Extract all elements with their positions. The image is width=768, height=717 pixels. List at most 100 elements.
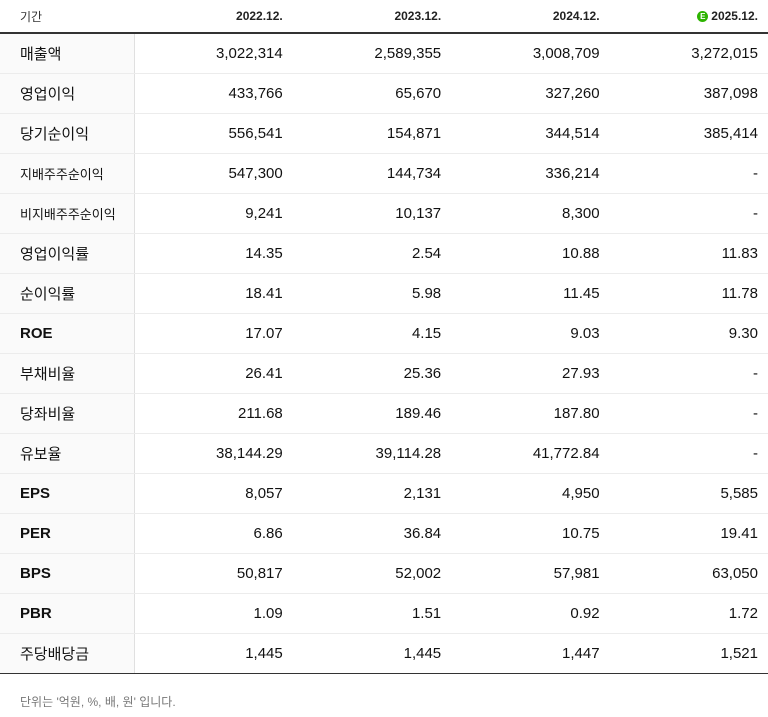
value-cell: 556,541 xyxy=(134,113,293,154)
estimate-icon: E xyxy=(697,11,709,22)
table-row: 주당배당금 1,445 1,445 1,447 1,521 xyxy=(0,633,768,674)
table-row: 순이익률 18.41 5.98 11.45 11.78 xyxy=(0,273,768,314)
value-cell: 1,521 xyxy=(609,633,768,674)
value-cell: 327,260 xyxy=(451,73,610,114)
value-cell: 1.72 xyxy=(609,593,768,634)
table-row: EPS 8,057 2,131 4,950 5,585 xyxy=(0,473,768,514)
value-cell: 50,817 xyxy=(134,553,293,594)
value-cell: 38,144.29 xyxy=(134,433,293,474)
value-cell: 8,300 xyxy=(451,193,610,234)
value-cell: - xyxy=(609,433,768,474)
value-cell: 14.35 xyxy=(134,233,293,274)
row-label: 비지배주주순이익 xyxy=(0,193,135,234)
value-cell: 19.41 xyxy=(609,513,768,554)
value-cell: 41,772.84 xyxy=(451,433,610,474)
value-cell: 344,514 xyxy=(451,113,610,154)
row-label: 당기순이익 xyxy=(0,113,135,154)
value-cell: 3,008,709 xyxy=(451,33,610,74)
row-label: 주당배당금 xyxy=(0,633,135,674)
value-cell: 211.68 xyxy=(134,393,293,434)
row-label: BPS xyxy=(0,553,135,594)
row-label: PBR xyxy=(0,593,135,634)
row-label: 지배주주순이익 xyxy=(0,153,135,194)
value-cell: 154,871 xyxy=(292,113,452,154)
value-cell: 2,131 xyxy=(292,473,452,514)
table-row: 유보율 38,144.29 39,114.28 41,772.84- xyxy=(0,433,768,474)
value-cell: 1,445 xyxy=(134,633,293,674)
financial-table: 기간 2022.12. 2023.12. 2024.12. E 2025.12. … xyxy=(0,0,768,674)
table-row: 지배주주순이익 547,300 144,734 336,214- xyxy=(0,153,768,194)
table-row: 당좌비율 211.68 189.46 187.80- xyxy=(0,393,768,434)
value-cell: 336,214 xyxy=(451,153,610,194)
value-cell: 1.51 xyxy=(292,593,452,634)
row-label: 매출액 xyxy=(0,33,135,74)
value-cell: 36.84 xyxy=(292,513,452,554)
value-cell: 385,414 xyxy=(609,113,768,154)
value-cell: 187.80 xyxy=(451,393,610,434)
value-cell: 26.41 xyxy=(134,353,293,394)
value-cell: 3,022,314 xyxy=(134,33,293,74)
value-cell: 433,766 xyxy=(134,73,293,114)
value-cell: 4.15 xyxy=(292,313,452,354)
row-label: PER xyxy=(0,513,135,554)
value-cell: 11.83 xyxy=(609,233,768,274)
table-row: BPS 50,817 52,002 57,981 63,050 xyxy=(0,553,768,594)
year-header: 2023.12. xyxy=(292,0,452,34)
value-cell: - xyxy=(609,393,768,434)
value-cell: 9,241 xyxy=(134,193,293,234)
row-label: 영업이익률 xyxy=(0,233,135,274)
row-label: ROE xyxy=(0,313,135,354)
value-cell: 6.86 xyxy=(134,513,293,554)
value-cell: 8,057 xyxy=(134,473,293,514)
value-cell: 18.41 xyxy=(134,273,293,314)
value-cell: 3,272,015 xyxy=(609,33,768,74)
value-cell: 10,137 xyxy=(292,193,452,234)
value-cell: 1,445 xyxy=(292,633,452,674)
row-label: 부채비율 xyxy=(0,353,135,394)
value-cell: 11.45 xyxy=(451,273,610,314)
table-row: 당기순이익 556,541 154,871 344,514 385,414 xyxy=(0,113,768,154)
value-cell: 2,589,355 xyxy=(292,33,452,74)
row-label: 영업이익 xyxy=(0,73,135,114)
unit-footnote: 단위는 '억원, %, 배, 원' 입니다. xyxy=(20,695,176,709)
table-row: 영업이익 433,766 65,670 327,260 387,098 xyxy=(0,73,768,114)
row-label: EPS xyxy=(0,473,135,514)
value-cell: - xyxy=(609,153,768,194)
value-cell: 4,950 xyxy=(451,473,610,514)
year-header-estimate: E 2025.12. xyxy=(609,0,768,34)
value-cell: 144,734 xyxy=(292,153,452,194)
year-header: 2024.12. xyxy=(451,0,610,34)
table-row: PER 6.86 36.84 10.75 19.41 xyxy=(0,513,768,554)
value-cell: 25.36 xyxy=(292,353,452,394)
value-cell: 52,002 xyxy=(292,553,452,594)
value-cell: 189.46 xyxy=(292,393,452,434)
row-label: 유보율 xyxy=(0,433,135,474)
value-cell: 547,300 xyxy=(134,153,293,194)
value-cell: 1,447 xyxy=(451,633,610,674)
value-cell: 0.92 xyxy=(451,593,610,634)
table-row: ROE 17.07 4.15 9.03 9.30 xyxy=(0,313,768,354)
value-cell: 9.03 xyxy=(451,313,610,354)
table-row: 매출액 3,022,314 2,589,355 3,008,709 3,272,015 xyxy=(0,33,768,74)
value-cell: 65,670 xyxy=(292,73,452,114)
value-cell: - xyxy=(609,193,768,234)
value-cell: 9.30 xyxy=(609,313,768,354)
year-header: 2022.12. xyxy=(134,0,293,34)
value-cell: 387,098 xyxy=(609,73,768,114)
value-cell: 10.88 xyxy=(451,233,610,274)
value-cell: 39,114.28 xyxy=(292,433,452,474)
value-cell: 11.78 xyxy=(609,273,768,314)
value-cell: 57,981 xyxy=(451,553,610,594)
value-cell: 10.75 xyxy=(451,513,610,554)
value-cell: 2.54 xyxy=(292,233,452,274)
value-cell: 1.09 xyxy=(134,593,293,634)
value-cell: 27.93 xyxy=(451,353,610,394)
row-label: 순이익률 xyxy=(0,273,135,314)
period-header: 기간 xyxy=(0,0,135,34)
value-cell: 5.98 xyxy=(292,273,452,314)
table-row: 비지배주주순이익 9,241 10,137 8,300- xyxy=(0,193,768,234)
header-row: 기간 2022.12. 2023.12. 2024.12. E 2025.12. xyxy=(0,0,768,34)
value-cell: 63,050 xyxy=(609,553,768,594)
row-label: 당좌비율 xyxy=(0,393,135,434)
